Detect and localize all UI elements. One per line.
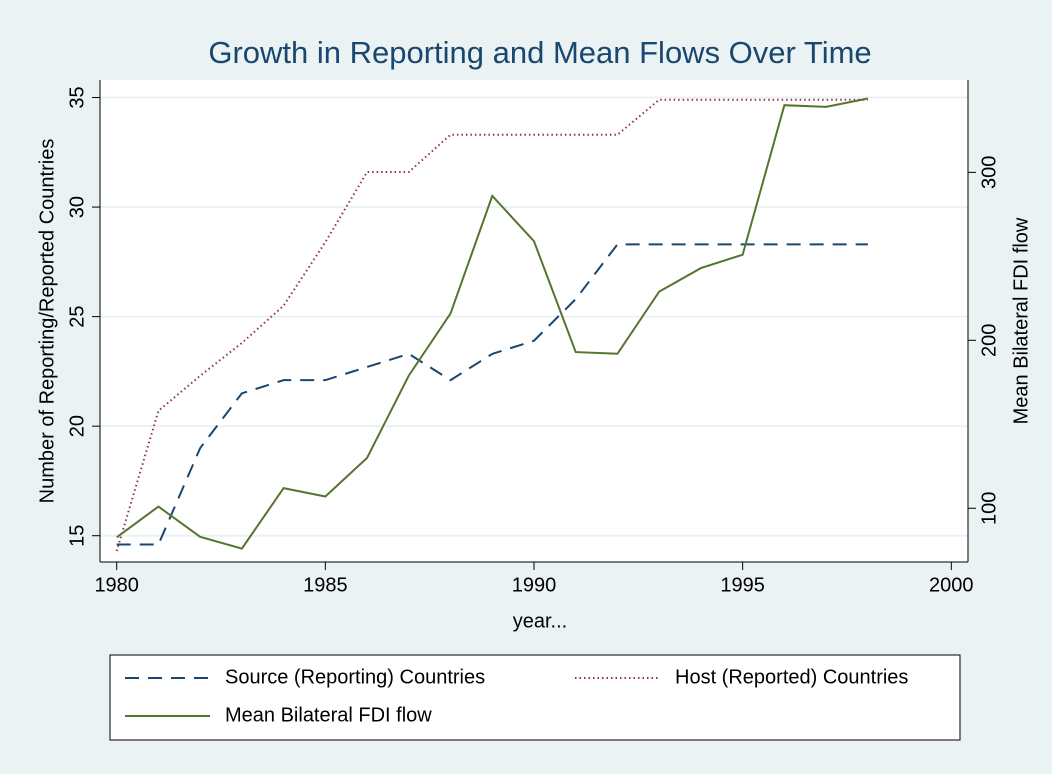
x-tick-label: 1995	[720, 574, 765, 596]
series-line	[116, 243, 868, 546]
legend	[109, 654, 961, 741]
y-tick-label: 15	[66, 525, 88, 547]
y-tick-label: 30	[66, 196, 88, 218]
x-tick-label: 1980	[94, 574, 139, 596]
y-tick-label: 35	[66, 86, 88, 108]
legend-label: Mean Bilateral FDI flow	[225, 704, 432, 726]
chart-title: Growth in Reporting and Mean Flows Over …	[208, 35, 871, 70]
x-axis-title: year...	[513, 610, 567, 632]
plot-area	[100, 80, 968, 562]
y-tick-label: 25	[66, 305, 88, 327]
x-tick-label: 1990	[512, 574, 557, 596]
y-axis-title: Number of Reporting/Reported Countries	[36, 139, 58, 504]
series-line	[116, 97, 869, 550]
y2-tick-label: 200	[978, 324, 1000, 357]
y2-tick-label: 100	[978, 492, 1000, 525]
x-tick-label: 1985	[303, 574, 348, 596]
y-tick-label: 20	[66, 415, 88, 437]
y2-axis-title: Mean Bilateral FDI flow	[1010, 217, 1032, 424]
y2-tick-label: 300	[978, 156, 1000, 189]
legend-label: Host (Reported) Countries	[675, 666, 908, 688]
x-tick-label: 2000	[929, 574, 974, 596]
legend-label: Source (Reporting) Countries	[225, 666, 485, 688]
